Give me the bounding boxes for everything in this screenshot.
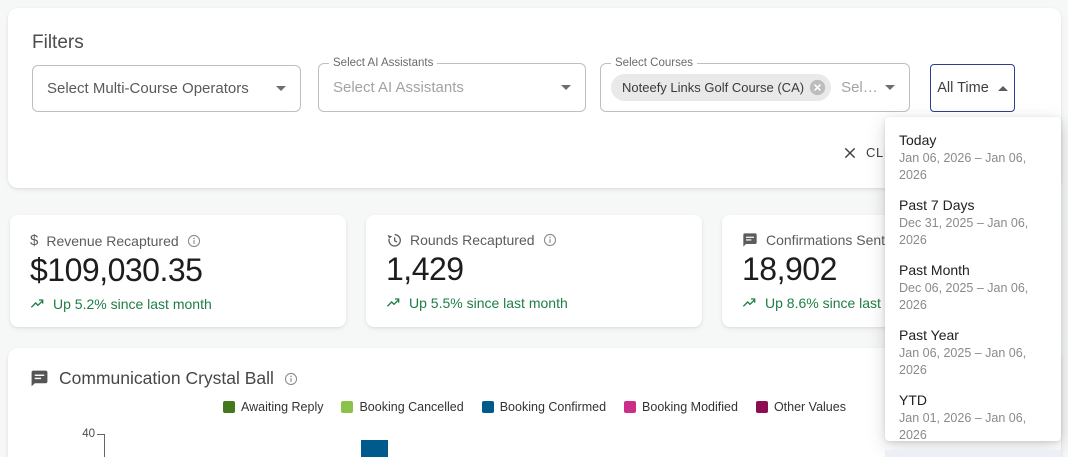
chevron-down-icon (885, 85, 895, 90)
stat-card-value: $109,030.35 (30, 252, 203, 288)
stat-card-delta: Up 5.5% since last month (409, 295, 568, 311)
info-icon[interactable] (284, 372, 298, 386)
legend-swatch (223, 401, 236, 413)
multi-course-operators-value: Select Multi-Course Operators (47, 80, 249, 97)
stat-card-value: 18,902 (742, 251, 837, 287)
close-icon (844, 147, 856, 158)
chevron-up-icon (997, 85, 1008, 91)
chevron-down-icon (276, 86, 286, 91)
stat-card-label: Confirmations Sent (766, 232, 886, 248)
courses-label: Select Courses (611, 57, 697, 70)
stat-card-revenue: $ Revenue Recaptured $109,030.35 Up 5.2%… (10, 215, 346, 327)
dollar-icon: $ (30, 232, 39, 249)
courses-select[interactable]: Select Courses Noteefy Links Golf Course… (600, 57, 910, 112)
time-range-button[interactable]: All Time (930, 64, 1015, 112)
ai-assistants-select[interactable]: Select AI Assistants Select AI Assistant… (318, 57, 586, 112)
history-icon (387, 234, 401, 247)
time-menu-item-past-7-days[interactable]: Past 7 Days Dec 31, 2025 – Jan 06, 2026 (899, 197, 1029, 247)
ai-assistants-label: Select AI Assistants (329, 57, 438, 70)
stat-card-rounds: Rounds Recaptured 1,429 Up 5.5% since la… (366, 215, 702, 327)
time-menu-item-ytd[interactable]: YTD Jan 01, 2026 – Jan 06, 2026 (899, 392, 1027, 442)
stat-card-label: Revenue Recaptured (46, 232, 179, 249)
trending-up-icon (386, 298, 400, 307)
legend-item: Other Values (755, 400, 846, 414)
time-menu-item-past-year[interactable]: Past Year Jan 06, 2025 – Jan 06, 2026 (899, 327, 1027, 377)
info-icon[interactable] (187, 234, 201, 248)
trending-up-icon (30, 299, 44, 308)
time-menu-item-past-month[interactable]: Past Month Dec 06, 2025 – Jan 06, 2026 (899, 262, 1029, 312)
stat-card-delta: Up 5.2% since last month (53, 296, 212, 312)
y-axis-tick-label: 40 (82, 428, 95, 440)
legend-item: Booking Confirmed (481, 400, 606, 414)
selected-course-chip: Noteefy Links Golf Course (CA) (611, 74, 832, 101)
chat-icon (743, 233, 757, 247)
chart-legend: Awaiting Reply Booking Cancelled Booking… (8, 400, 1061, 414)
courses-placeholder: Sel… (841, 79, 878, 96)
chevron-down-icon (561, 85, 571, 90)
time-menu-item-all-time[interactable]: All Time All dates (885, 450, 1061, 457)
selected-course-chip-label: Noteefy Links Golf Course (CA) (622, 80, 805, 95)
filters-title: Filters (32, 32, 84, 53)
legend-item: Booking Modified (624, 400, 738, 414)
legend-swatch (755, 401, 768, 413)
legend-swatch (624, 401, 637, 413)
stat-card-delta: Up 8.6% since last month (765, 295, 924, 311)
y-axis-line (104, 434, 105, 457)
stat-card-label: Rounds Recaptured (410, 232, 535, 248)
time-menu-item-today[interactable]: Today Jan 06, 2026 – Jan 06, 2026 (899, 132, 1027, 182)
time-range-value: All Time (937, 80, 989, 96)
ai-assistants-placeholder: Select AI Assistants (333, 79, 464, 96)
crystal-ball-title: Communication Crystal Ball (59, 368, 274, 388)
trending-up-icon (742, 298, 756, 307)
time-range-menu: Today Jan 06, 2026 – Jan 06, 2026 Past 7… (885, 117, 1061, 457)
stat-card-value: 1,429 (386, 251, 464, 287)
legend-swatch (481, 401, 494, 413)
chip-cancel-icon[interactable] (809, 79, 826, 96)
legend-item: Awaiting Reply (223, 400, 323, 414)
y-axis-tick-mark (97, 434, 105, 435)
multi-course-operators-select[interactable]: Select Multi-Course Operators (32, 65, 301, 112)
bar-booking-confirmed (361, 440, 388, 457)
chat-icon (31, 370, 48, 387)
legend-swatch (341, 401, 354, 413)
legend-item: Booking Cancelled (341, 400, 464, 414)
info-icon[interactable] (543, 233, 557, 247)
filters-panel: Filters Select Multi-Course Operators Se… (8, 8, 1061, 188)
